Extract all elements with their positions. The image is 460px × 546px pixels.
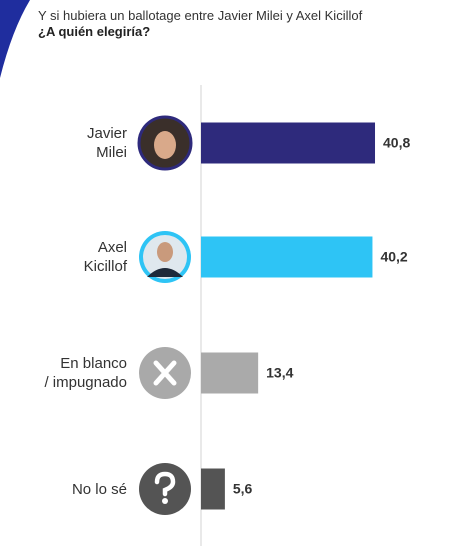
corner-decoration (0, 0, 30, 78)
value-label: 40,2 (380, 249, 407, 265)
chart-subtitle: ¿A quién elegiría? (38, 24, 150, 39)
avatar-body (147, 268, 183, 277)
chart-title: Y si hubiera un ballotage entre Javier M… (38, 8, 363, 23)
category-label: En blanco / impugnado (44, 355, 127, 391)
bar (201, 468, 225, 510)
icon-x (153, 360, 177, 386)
category-label: No lo sé (71, 480, 127, 498)
value-label: 40,8 (383, 135, 410, 151)
bar (201, 352, 259, 394)
value-label: 13,4 (266, 365, 293, 381)
value-label: 5,6 (233, 481, 253, 497)
bar (201, 236, 373, 278)
bar (201, 122, 376, 164)
avatar-face (154, 131, 176, 159)
category-label: Javier Milei (86, 125, 127, 161)
category-label: Axel Kicillof (83, 239, 127, 275)
icon-question-dot (162, 498, 168, 504)
icon-question (154, 471, 176, 497)
avatar-face (157, 242, 173, 262)
